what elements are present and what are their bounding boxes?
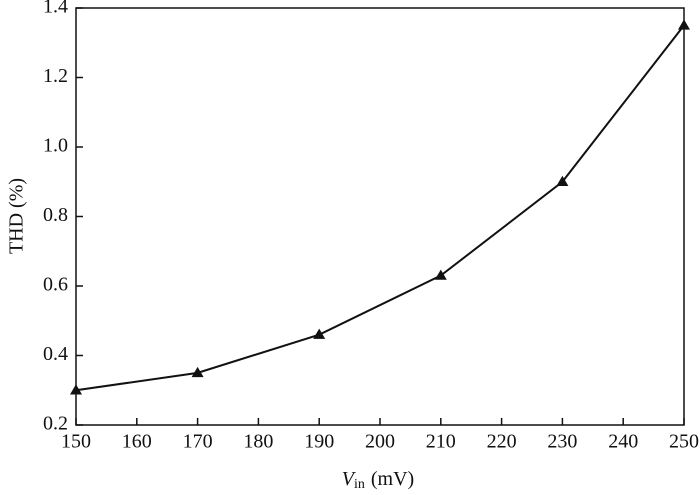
x-tick-label: 200 (365, 431, 395, 453)
x-tick-label: 210 (426, 431, 456, 453)
x-tick-label: 170 (183, 431, 213, 453)
y-tick-label: 0.8 (43, 204, 68, 226)
x-tick-label: 230 (547, 431, 577, 453)
x-tick-label: 220 (487, 431, 517, 453)
x-label-unit: (mV) (371, 468, 414, 490)
x-tick-label: 150 (61, 431, 91, 453)
data-marker (313, 328, 326, 339)
data-marker (434, 269, 447, 280)
y-tick-label: 1.2 (43, 65, 68, 87)
x-tick-label: 240 (608, 431, 638, 453)
y-axis-label: THD (%) (6, 178, 28, 254)
data-marker (556, 175, 569, 186)
data-marker (191, 366, 204, 378)
y-tick-label: 0.6 (43, 274, 68, 296)
x-tick-label: 160 (122, 431, 152, 453)
x-tick-label: 180 (243, 431, 273, 453)
plot-frame (75, 7, 685, 426)
data-line (75, 24, 685, 392)
x-label-symbol: V (342, 468, 357, 490)
x-tick-label: 190 (304, 431, 334, 453)
x-tick-label: 250 (669, 431, 699, 453)
y-tick-label: 1.4 (43, 0, 68, 18)
data-marker (70, 384, 82, 395)
x-axis-label: Vin (mV) (342, 468, 414, 493)
x-label-subscript: in (354, 477, 365, 492)
y-tick-label: 0.4 (43, 343, 68, 365)
y-tick-label: 0.2 (43, 413, 68, 435)
y-tick-label: 1.0 (43, 135, 68, 157)
data-marker (678, 19, 690, 30)
